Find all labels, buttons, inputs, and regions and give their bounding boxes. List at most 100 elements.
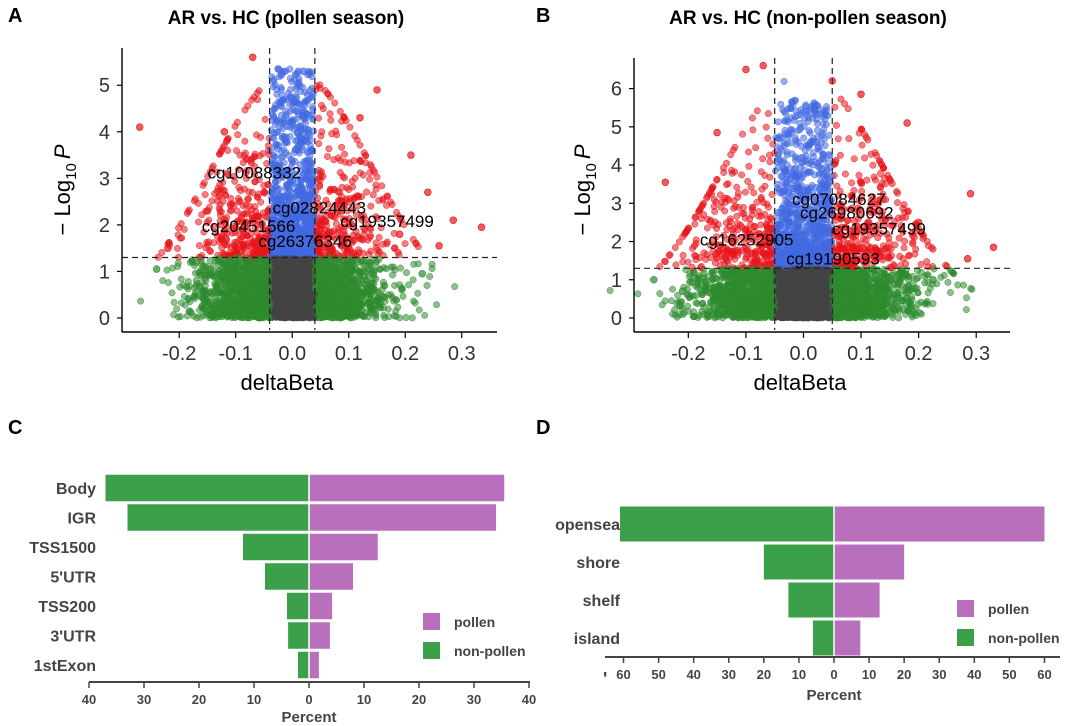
volcano-point [362, 159, 370, 167]
volcano-point [324, 153, 331, 160]
volcano-point [412, 240, 420, 248]
volcano-point [280, 116, 288, 124]
volcano-point [174, 231, 182, 239]
volcano-point [176, 313, 184, 321]
volcano-point [253, 193, 261, 201]
volcano-point [305, 126, 313, 134]
volcano-point [297, 139, 305, 147]
volcano-point [283, 181, 291, 189]
volcano-point [270, 105, 278, 113]
volcano-point [380, 311, 388, 319]
volcano-point [402, 314, 410, 321]
panel-label-c: C [8, 417, 22, 439]
volcano-point [383, 192, 391, 200]
volcano-point [348, 177, 356, 185]
volcano-point [277, 85, 285, 93]
volcano-point [275, 98, 283, 106]
volcano-point [331, 99, 339, 107]
volcano-point [286, 65, 294, 73]
volcano-point [235, 195, 242, 202]
volcano-point [265, 142, 272, 150]
volcano-point [306, 142, 314, 150]
volcano-point [294, 79, 302, 87]
volcano-point [246, 202, 254, 210]
volcano-point [193, 314, 201, 322]
volcano-point [164, 279, 172, 287]
volcano-point [375, 197, 383, 204]
volcano-point [277, 147, 285, 155]
volcano-point [315, 140, 323, 148]
volcano-point [330, 156, 338, 164]
volcano-point [177, 220, 185, 228]
volcano-point [306, 111, 314, 119]
volcano-point [359, 249, 367, 257]
volcano-point [253, 131, 260, 139]
volcano-point [215, 204, 223, 212]
volcano-point [195, 242, 203, 250]
volcano-point [244, 195, 252, 203]
volcano-point [353, 136, 361, 144]
volcano-point [376, 248, 384, 256]
volcano-point [210, 239, 218, 247]
volcano-point [301, 219, 309, 227]
volcano-point [235, 166, 243, 173]
volcano-point [190, 197, 198, 205]
volcano-point [338, 143, 346, 151]
volcano-point [378, 182, 386, 190]
volcano-point [236, 236, 244, 244]
volcano-point [362, 152, 370, 160]
volcano-point [245, 242, 253, 250]
volcano-point [293, 187, 301, 195]
volcano-point [287, 118, 295, 126]
volcano-point [294, 100, 302, 108]
volcano-point [272, 183, 280, 191]
volcano-point [391, 245, 398, 252]
volcano-point [415, 306, 423, 314]
volcano-point [241, 137, 249, 145]
volcano-point [279, 125, 287, 132]
volcano-point [354, 232, 362, 240]
volcano-point [216, 181, 224, 189]
volcano-point [173, 305, 181, 313]
volcano-point [215, 193, 223, 201]
volcano-point [324, 90, 332, 98]
volcano-point [291, 70, 299, 78]
volcano-point [270, 135, 278, 142]
volcano-point [316, 183, 324, 191]
volcano-point [260, 188, 268, 196]
volcano-point [336, 107, 344, 115]
chart-title-a: AR vs. HC (pollen season) [168, 8, 405, 29]
volcano-point [236, 151, 244, 159]
volcano-point [278, 71, 286, 79]
volcano-point [401, 240, 409, 248]
volcano-point [369, 255, 377, 263]
volcano-point [239, 202, 247, 210]
volcano-point [234, 131, 242, 139]
volcano-point [183, 209, 191, 217]
volcano-point [261, 115, 269, 123]
volcano-point [304, 176, 312, 184]
volcano-point [332, 220, 340, 228]
volcano-point [230, 241, 238, 249]
volcano-point [259, 150, 267, 158]
volcano-point [330, 186, 338, 193]
volcano-point [250, 93, 258, 101]
volcano-point [421, 311, 429, 319]
volcano-point [325, 145, 333, 153]
volcano-point [207, 248, 214, 255]
panel-label-a: A [8, 5, 22, 27]
volcano-point [278, 91, 286, 99]
volcano-point [366, 169, 374, 177]
volcano-point [318, 128, 326, 136]
volcano-point [185, 295, 192, 302]
volcano-point [297, 133, 305, 141]
volcano-point [271, 153, 279, 161]
volcano-point [220, 251, 228, 259]
volcano-point [409, 276, 417, 284]
volcano-point [375, 233, 383, 241]
volcano-point [284, 151, 292, 159]
volcano-points-a [136, 53, 486, 322]
volcano-point [315, 114, 323, 122]
volcano-point [301, 97, 309, 105]
